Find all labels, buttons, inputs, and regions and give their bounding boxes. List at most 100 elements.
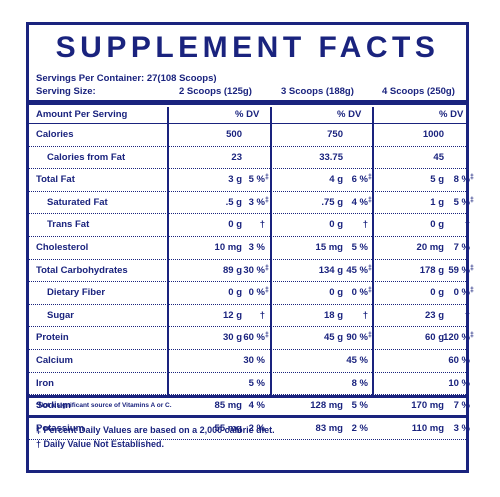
nutrient-label: Saturated Fat xyxy=(47,196,108,208)
amount-cell: 178 g xyxy=(419,264,444,276)
amount-cell: 5 g xyxy=(430,174,444,186)
dv-cell: 0 % xyxy=(453,287,470,299)
amount-cell: 45 g xyxy=(323,332,343,344)
amount-cell: 55 mg xyxy=(214,422,242,434)
dv-cell: † xyxy=(259,219,265,231)
amount-cell: 1 g xyxy=(430,196,444,208)
row-divider xyxy=(29,326,466,328)
amount-cell: 10 mg xyxy=(214,242,242,253)
header-rule xyxy=(29,123,466,124)
table-row: Potassium 55 mg 2 % 83 mg 2 % 110 mg 3 % xyxy=(29,418,470,441)
dv-cell: † xyxy=(259,309,265,321)
amount-cell: 15 mg xyxy=(315,242,343,253)
table-row: Total Carbohydrates 89 g 30 % ‡ 134 g 45 % ‡ 17… xyxy=(29,260,474,283)
nutrient-label: Iron xyxy=(36,377,54,389)
dv-footnote-mark: ‡ xyxy=(368,196,372,204)
row-divider xyxy=(29,303,466,305)
dv-footnote-mark: ‡ xyxy=(368,287,372,295)
nutrient-label: Calories xyxy=(36,129,74,140)
dv-footnote-mark: ‡ xyxy=(265,287,269,295)
dv-cell: 8 % xyxy=(351,377,368,389)
amount-cell: .75 g xyxy=(321,196,343,208)
dv-cell: 7 % xyxy=(453,400,470,412)
amount-cell: 30 g xyxy=(222,332,242,344)
nutrient-label: Protein xyxy=(36,332,69,344)
dv-footnote-mark: ‡ xyxy=(368,264,372,272)
dv-footnote-mark: ‡ xyxy=(265,264,269,272)
table-row: Sugar 12 g † 18 g † 23 g † xyxy=(29,305,470,328)
dv-cell: 5 % xyxy=(453,196,470,208)
amount-cell: 110 mg xyxy=(411,422,444,434)
amount-cell: 128 mg xyxy=(310,400,343,412)
nutrient-label: Sodium xyxy=(36,400,71,412)
row-divider xyxy=(29,190,466,192)
dv-footnote-mark: ‡ xyxy=(470,332,474,340)
amount-cell: .5 g xyxy=(225,196,242,208)
dv-cell: 90 % xyxy=(346,332,368,344)
amount-cell: 0 g xyxy=(329,287,343,299)
amount-cell: 4 g xyxy=(329,174,343,186)
dv-cell: 60 % xyxy=(243,332,265,344)
dv-footnote-mark: ‡ xyxy=(265,174,269,182)
dv-cell: 59 % xyxy=(448,264,470,276)
servings-per-container: Servings Per Container: 27(108 Scoops) xyxy=(36,73,217,84)
dv-cell: 45 % xyxy=(346,355,368,366)
amount-cell: 0 g xyxy=(430,219,444,231)
dv-cell: 30 % xyxy=(243,355,265,366)
serving-size-col2: 3 Scoops (188g) xyxy=(281,86,354,97)
serving-size-label: Serving Size: xyxy=(36,86,96,97)
thick-rule xyxy=(29,100,466,105)
supplement-facts-panel: SUPPLEMENT FACTS Servings Per Container:… xyxy=(26,22,474,473)
amount-cell: 0 g xyxy=(228,287,242,299)
amount-per-serving-header: Amount Per Serving xyxy=(36,109,128,120)
dv-cell: 5 % xyxy=(248,174,265,186)
nutrient-label: Total Fat xyxy=(36,174,75,186)
amount-cell: 0 g xyxy=(329,219,343,231)
row-divider xyxy=(29,371,466,373)
dv-footnote-mark: ‡ xyxy=(368,332,372,340)
amount-cell: 3 g xyxy=(228,174,242,186)
panel-title: SUPPLEMENT FACTS xyxy=(55,31,440,64)
dv-footnote-mark: ‡ xyxy=(470,287,474,295)
dv-header-3: % DV xyxy=(439,109,464,120)
dv-footnote-mark: ‡ xyxy=(368,174,372,182)
row-divider xyxy=(29,439,466,441)
dv-cell: 3 % xyxy=(453,422,470,434)
amount-cell: 18 g xyxy=(323,309,343,321)
dv-cell: † xyxy=(362,309,368,321)
amount-cell: 20 mg xyxy=(416,242,444,253)
amount-cell: 60 g xyxy=(424,332,444,344)
table-row: Cholesterol 10 mg 3 % 15 mg 5 % 20 mg 7 % xyxy=(29,237,470,260)
amount-cell: 23 xyxy=(231,151,242,163)
dv-cell: 3 % xyxy=(248,242,265,253)
row-divider xyxy=(29,235,466,237)
amount-cell: 85 mg xyxy=(214,400,242,412)
footnote-percent-dv: ‡ Percent Daily Values are based on a 2,… xyxy=(36,425,275,435)
amount-cell: 0 g xyxy=(228,219,242,231)
nutrient-label: Sugar xyxy=(47,309,74,321)
row-divider xyxy=(29,394,466,396)
dv-cell: 8 % xyxy=(453,174,470,186)
amount-cell: 500 xyxy=(226,129,242,140)
dv-footnote-mark: ‡ xyxy=(470,196,474,204)
amount-cell: 45 xyxy=(433,151,444,163)
footnote-dv-not-established: † Daily Value Not Established. xyxy=(36,439,165,449)
amount-cell: 12 g xyxy=(222,309,242,321)
dv-cell: 3 % xyxy=(248,196,265,208)
table-row: Trans Fat 0 g † 0 g † 0 g † xyxy=(29,214,470,237)
amount-cell: 33.75 xyxy=(319,151,343,163)
dv-cell: 4 % xyxy=(351,196,368,208)
amount-cell: 23 g xyxy=(424,309,444,321)
dv-cell: 7 % xyxy=(453,242,470,253)
dv-header-1: % DV xyxy=(235,109,260,120)
column-divider-1 xyxy=(167,107,169,395)
dv-header-2: % DV xyxy=(337,109,362,120)
table-row: Iron 5 % 8 % 10 % xyxy=(29,373,470,396)
dv-cell: 4 % xyxy=(248,400,265,412)
amount-cell: 0 g xyxy=(430,287,444,299)
dv-cell: 6 % xyxy=(351,174,368,186)
dv-cell: † xyxy=(464,219,470,231)
dv-cell: 2 % xyxy=(351,422,368,434)
row-divider xyxy=(29,213,466,215)
